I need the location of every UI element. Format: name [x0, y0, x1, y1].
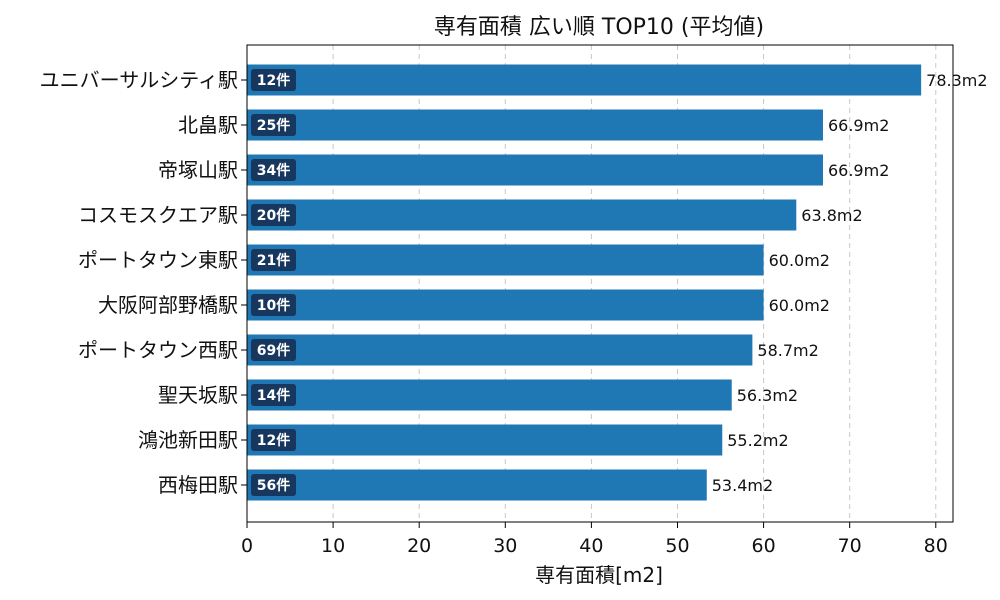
count-badge: 20件 — [251, 204, 296, 226]
count-label: 12件 — [257, 72, 290, 89]
count-badges: 12件 25件 34件 20件 21件 10件 69件 14件 12件 56件 — [251, 69, 296, 496]
x-tick-label: 60 — [751, 535, 775, 557]
x-tick-label: 40 — [579, 535, 603, 557]
x-tick-label: 10 — [321, 535, 345, 557]
x-tick-label: 20 — [407, 535, 431, 557]
category-label: 帝塚山駅 — [158, 158, 238, 182]
count-label: 10件 — [257, 297, 290, 314]
category-label: 北畠駅 — [178, 113, 238, 137]
data-label: 78.3m2 — [926, 71, 987, 90]
count-badge-bg — [251, 294, 296, 316]
bar — [247, 109, 823, 141]
count-badge: 12件 — [251, 69, 296, 91]
count-label: 20件 — [257, 207, 290, 224]
count-badge: 12件 — [251, 429, 296, 451]
data-label: 60.0m2 — [769, 296, 830, 315]
count-badge-bg — [251, 114, 296, 136]
count-badge: 56件 — [251, 474, 296, 496]
bar — [247, 334, 753, 366]
bars — [247, 64, 922, 501]
count-badge: 69件 — [251, 339, 296, 361]
chart-title: 専有面積 広い順 TOP10 (平均値) — [434, 15, 764, 40]
count-badge-bg — [251, 474, 296, 496]
count-label: 69件 — [257, 342, 290, 359]
count-label: 34件 — [257, 162, 290, 179]
count-badge: 14件 — [251, 384, 296, 406]
count-badge-bg — [251, 384, 296, 406]
bar — [247, 289, 764, 321]
x-axis-ticks: 0 10 20 30 40 50 60 70 80 — [241, 522, 948, 557]
value-labels: 78.3m2 66.9m2 66.9m2 63.8m2 60.0m2 60.0m2 58.7… — [712, 71, 988, 495]
count-label: 56件 — [257, 477, 290, 494]
bar — [247, 469, 707, 501]
category-label: ユニバーサルシティ駅 — [40, 68, 238, 92]
data-label: 66.9m2 — [828, 116, 889, 135]
category-labels: ユニバーサルシティ駅北畠駅帝塚山駅コスモスクエア駅ポートタウン東駅大阪阿部野橋駅… — [40, 68, 247, 497]
count-badge-bg — [251, 204, 296, 226]
x-tick-label: 80 — [924, 535, 948, 557]
count-badge: 34件 — [251, 159, 296, 181]
count-label: 14件 — [257, 387, 290, 404]
bar — [247, 64, 922, 96]
x-axis-label: 専有面積[m2] — [535, 563, 663, 587]
data-label: 55.2m2 — [727, 431, 788, 450]
bar — [247, 424, 723, 456]
count-badge-bg — [251, 69, 296, 91]
category-label: ポートタウン西駅 — [78, 338, 238, 362]
count-badge: 21件 — [251, 249, 296, 271]
category-label: 大阪阿部野橋駅 — [98, 293, 238, 317]
count-badge: 25件 — [251, 114, 296, 136]
count-label: 25件 — [257, 117, 290, 134]
category-label: 鴻池新田駅 — [138, 428, 238, 452]
count-label: 21件 — [257, 252, 290, 269]
count-badge-bg — [251, 249, 296, 271]
bar — [247, 379, 732, 411]
category-label: コスモスクエア駅 — [78, 203, 238, 227]
bar — [247, 154, 823, 186]
plot-frame — [246, 44, 954, 523]
data-label: 58.7m2 — [757, 341, 818, 360]
count-badge-bg — [251, 159, 296, 181]
data-label: 63.8m2 — [801, 206, 862, 225]
x-tick-label: 0 — [241, 535, 253, 557]
data-label: 60.0m2 — [769, 251, 830, 270]
count-badge-bg — [251, 429, 296, 451]
x-tick-label: 50 — [665, 535, 689, 557]
category-label: 西梅田駅 — [158, 473, 238, 497]
data-label: 56.3m2 — [737, 386, 798, 405]
count-badge: 10件 — [251, 294, 296, 316]
bar — [247, 244, 764, 276]
count-badge-bg — [251, 339, 296, 361]
category-label: 聖天坂駅 — [158, 383, 238, 407]
count-label: 12件 — [257, 432, 290, 449]
x-tick-label: 30 — [493, 535, 517, 557]
data-label: 66.9m2 — [828, 161, 889, 180]
data-label: 53.4m2 — [712, 476, 773, 495]
x-tick-label: 70 — [838, 535, 862, 557]
category-label: ポートタウン東駅 — [78, 248, 238, 272]
bar — [247, 199, 797, 231]
